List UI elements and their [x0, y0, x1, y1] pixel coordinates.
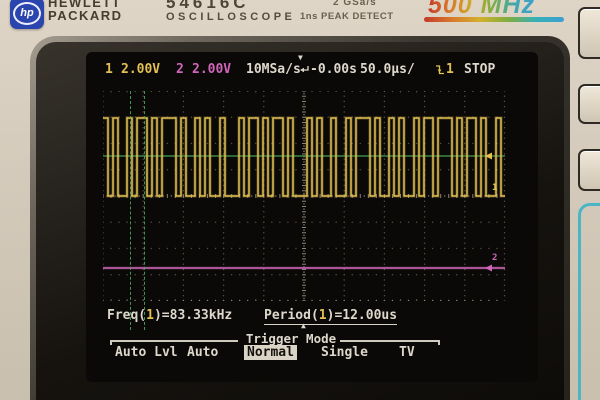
menu-bracket-right-tick — [438, 340, 440, 345]
timebase-readout: 50.0µs/ — [360, 62, 415, 77]
time-cursor-2[interactable] — [144, 91, 145, 330]
waveform-plot — [103, 91, 506, 301]
scope-screen: 1 2.00V 2 2.00V 10MSa/s ▼ -0.00s 50.0µs/… — [86, 52, 538, 382]
front-panel-key-2[interactable] — [578, 84, 600, 124]
ch2-number: 2 — [176, 62, 184, 77]
period-measurement: Period(1)=12.00us — [264, 308, 398, 325]
sample-rate-readout: 10MSa/s — [246, 62, 301, 77]
menu-item-single[interactable]: Single — [321, 345, 368, 360]
menu-pointer-icon: ▲ — [301, 321, 306, 330]
trigger-position-icon: ▼ — [298, 53, 303, 62]
menu-item-auto-lvl[interactable]: Auto Lvl — [115, 345, 178, 360]
period-channel: 1 — [318, 308, 327, 323]
ch2-scale: 2.00V — [192, 62, 232, 77]
delay-arrow-icon — [300, 66, 309, 73]
model-number: 54616C — [166, 0, 250, 12]
rainbow-accent-bar — [424, 17, 564, 22]
brand-packard: PACKARD — [48, 8, 123, 23]
menu-bracket-left — [110, 340, 238, 342]
ch1-ground-arrow-icon — [485, 152, 492, 160]
ch2-ground-arrow-icon — [485, 264, 492, 272]
spec-sample-rate: 2 GSa/s — [333, 0, 377, 8]
period-value: )=12.00us — [326, 308, 398, 323]
edge-trigger-icon — [436, 65, 444, 75]
menu-item-normal[interactable]: Normal — [244, 345, 297, 360]
ch2-ground-marker: 2 — [492, 253, 498, 263]
front-panel-key-1[interactable] — [578, 7, 600, 59]
menu-title: Trigger Mode — [245, 331, 337, 346]
hp-logo-ring: hp — [13, 1, 41, 25]
menu-item-tv[interactable]: TV — [399, 345, 415, 360]
freq-value: )=83.33kHz — [153, 308, 233, 323]
menu-bracket-left-tick — [110, 340, 112, 345]
time-cursor-1[interactable] — [130, 91, 131, 330]
freq-channel: 1 — [146, 308, 154, 323]
menu-item-auto[interactable]: Auto — [187, 345, 219, 360]
brand-hewlett: HEWLETT — [48, 0, 122, 10]
ch1-scale: 2.00V — [121, 62, 161, 77]
trigger-source-readout: 1 — [446, 62, 454, 77]
period-prefix: Period( — [264, 308, 319, 323]
panel-group-outline — [578, 203, 600, 400]
hp-logo-text: hp — [20, 6, 34, 19]
ch1-number: 1 — [105, 62, 113, 77]
spec-peak-detect: 1ns PEAK DETECT — [300, 11, 394, 22]
ch1-ground-marker: 1 — [492, 183, 498, 193]
freq-measurement: Freq(1)=83.33kHz — [107, 308, 232, 323]
menu-bracket-right — [340, 340, 438, 342]
acquisition-state: STOP — [464, 62, 496, 77]
freq-prefix: Freq( — [107, 308, 147, 323]
hp-logo: hp — [10, 0, 44, 29]
front-panel-key-3[interactable] — [578, 149, 600, 191]
model-label: OSCILLOSCOPE — [166, 11, 296, 23]
bandwidth-label: 500 MHz — [428, 0, 535, 20]
delay-readout: -0.00s — [310, 62, 357, 77]
